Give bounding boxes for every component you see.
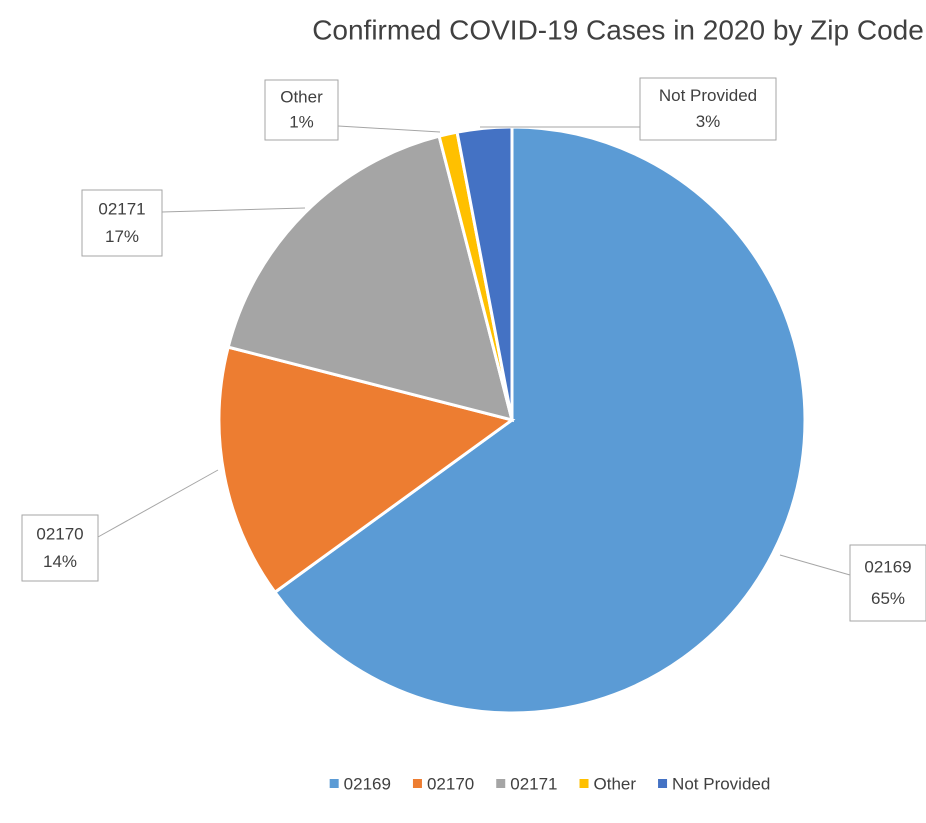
legend-marker [496,779,506,788]
label-box [639,77,777,141]
legend-label: Not Provided [672,774,770,793]
data-label: 65% [871,589,905,608]
label-box [21,514,99,582]
legend-marker [412,779,422,788]
leader-line [779,554,851,576]
data-label: 17% [105,227,139,246]
data-label-category: Other [280,87,323,106]
legend-marker [658,779,668,788]
pie-slice [217,345,516,595]
data-label-category: 02171 [98,199,145,218]
label-box [81,189,163,257]
leader-line [161,207,306,213]
chart-title: Confirmed COVID-19 Cases in 2020 by Zip … [312,14,924,45]
data-label-category: Not Provided [659,86,757,105]
label-box [264,79,339,141]
data-label: 1% [289,113,314,132]
pie-slice [272,125,807,715]
data-label-category: 02169 [864,557,911,576]
legend-label: 02169 [344,774,391,793]
legend-marker [579,779,589,788]
leader-line [97,469,219,538]
pie-slice [226,134,515,423]
legend-label: Other [594,774,637,793]
label-box [849,544,926,622]
data-label: 3% [696,112,721,131]
data-label: 14% [43,552,77,571]
legend-label: 02171 [510,774,557,793]
leader-line [337,125,441,133]
legend-label: 02170 [427,774,474,793]
data-label-category: 02170 [36,524,83,543]
legend-marker [329,779,339,788]
